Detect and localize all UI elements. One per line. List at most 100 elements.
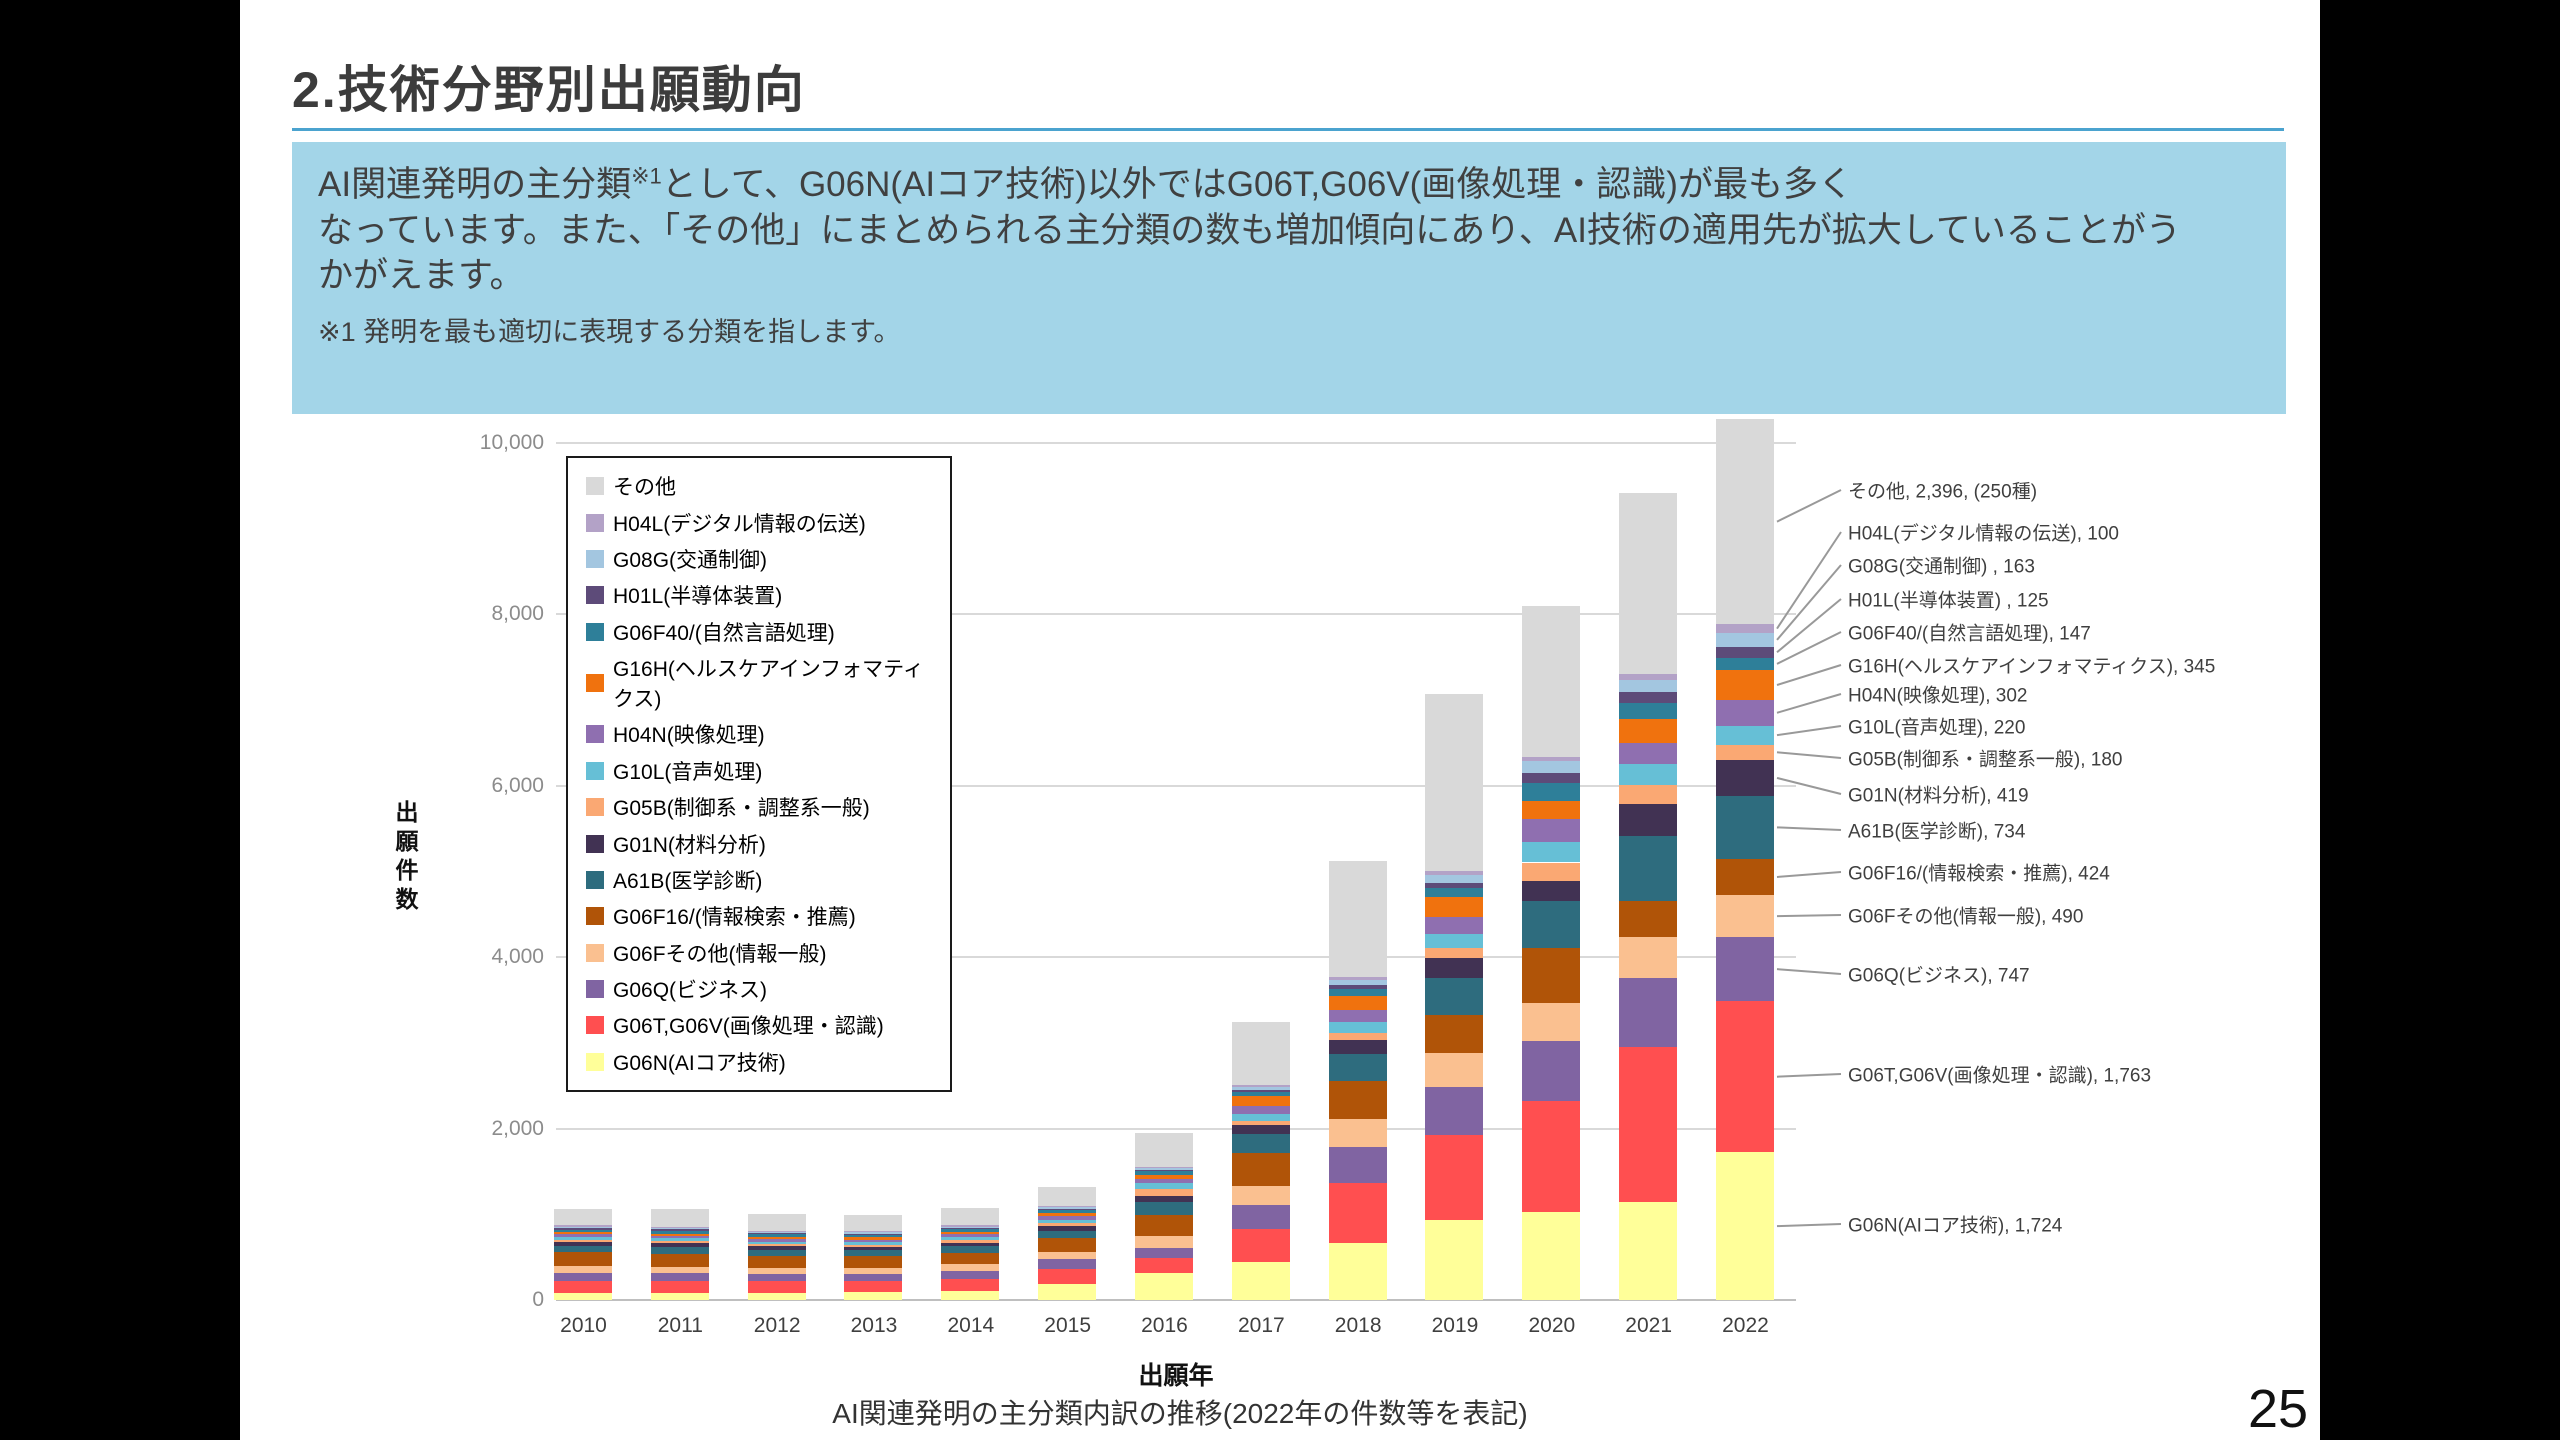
- bar-segment: [1619, 977, 1678, 1048]
- bar-segment: [1231, 1120, 1290, 1125]
- bar-segment: [1134, 1179, 1193, 1183]
- bar-segment: [1619, 835, 1678, 902]
- bar-segment: [1425, 1220, 1484, 1300]
- bar-segment: [844, 1246, 903, 1251]
- bar-segment: [1231, 1021, 1290, 1086]
- bar-segment: [554, 1232, 612, 1235]
- page-number: 25: [2248, 1379, 2309, 1439]
- data-label-2022: G06Fその他(情報一般), 490: [1848, 906, 2084, 928]
- y-tick-label: 4,000: [491, 945, 544, 969]
- y-tick-label: 2,000: [491, 1116, 544, 1140]
- bar-segment: [1522, 756, 1581, 762]
- legend-item: H01L(半導体装置): [586, 580, 944, 610]
- bar-segment: [1328, 1022, 1387, 1033]
- leader-line: [1776, 871, 1842, 878]
- bar-segment: [941, 1246, 1000, 1253]
- data-label-2022: G10L(音声処理), 220: [1848, 717, 2026, 739]
- bar-segment: [844, 1233, 903, 1235]
- bar-segment: [1522, 800, 1581, 819]
- legend-item: G06Fその他(情報一般): [586, 938, 944, 968]
- legend-item: G06F16/(情報検索・推薦): [586, 901, 944, 931]
- legend-item: G10L(音声処理): [586, 756, 944, 786]
- bar-segment: [650, 1266, 709, 1274]
- bar-segment: [941, 1207, 1000, 1226]
- bar-segment: [1038, 1251, 1097, 1260]
- bar-segment: [1038, 1284, 1097, 1300]
- bar-segment: [1038, 1219, 1097, 1224]
- bar-segment: [650, 1247, 709, 1254]
- leader-line: [1776, 914, 1842, 918]
- y-axis-title: 出願件数: [392, 800, 418, 916]
- bar-segment: [650, 1273, 709, 1281]
- bar-segment: [554, 1208, 612, 1226]
- bar-segment: [1134, 1168, 1193, 1171]
- data-label-2022: G06Q(ビジネス), 747: [1848, 965, 2030, 987]
- bar-segment: [1715, 624, 1774, 633]
- bar-segment: [650, 1226, 709, 1228]
- bar-segment: [1522, 783, 1581, 801]
- bar-segment: [554, 1225, 612, 1227]
- bar-segment: [1038, 1231, 1097, 1239]
- bar-segment: [1134, 1175, 1193, 1180]
- legend-swatch: [586, 674, 604, 693]
- bar-segment: [1425, 887, 1484, 898]
- y-tick-label: 6,000: [491, 773, 544, 797]
- gridline: [556, 956, 1796, 959]
- bar-segment: [1328, 1242, 1387, 1300]
- bar-segment: [1522, 862, 1581, 882]
- bar-segment: [1328, 980, 1387, 986]
- leader-line: [1776, 489, 1842, 523]
- bar-segment: [844, 1267, 903, 1275]
- bar-segment: [554, 1226, 612, 1228]
- leader-line: [1776, 725, 1842, 737]
- bar-segment: [1522, 947, 1581, 1004]
- bar-segment: [747, 1281, 806, 1293]
- bar-segment: [844, 1256, 903, 1268]
- bar-segment: [1522, 881, 1581, 902]
- bar-segment: [1425, 958, 1484, 978]
- bar-segment: [1328, 1040, 1387, 1055]
- data-label-2022: G05B(制御系・調整系一般), 180: [1848, 749, 2123, 771]
- x-tick-label: 2017: [1237, 1314, 1285, 1337]
- bar-segment: [941, 1271, 1000, 1279]
- bar-segment: [650, 1233, 709, 1236]
- bar-segment: [1715, 1001, 1774, 1153]
- bar-segment: [1425, 897, 1484, 917]
- bar-segment: [747, 1214, 806, 1231]
- data-label-2022: G01N(材料分析), 419: [1848, 785, 2029, 807]
- x-tick-label: 2020: [1528, 1314, 1576, 1337]
- leader-line: [1776, 968, 1842, 975]
- bar-segment: [1328, 861, 1387, 978]
- bar-segment: [554, 1246, 612, 1253]
- y-tick-label: 10,000: [479, 431, 544, 454]
- bar-segment: [1522, 818, 1581, 842]
- bar-segment: [1619, 785, 1678, 804]
- bar-segment: [844, 1239, 903, 1243]
- legend-label: G06T,G06V(画像処理・認識): [613, 1015, 884, 1039]
- legend-label: G05B(制御系・調整系一般): [613, 797, 870, 821]
- bar-segment: [650, 1235, 709, 1239]
- bar-segment: [650, 1231, 709, 1234]
- data-label-2022: G06N(AIコア技術), 1,724: [1848, 1215, 2063, 1237]
- leader-line: [1776, 564, 1842, 641]
- bar-segment: [1038, 1226, 1097, 1231]
- bar-segment: [650, 1292, 709, 1300]
- bar-segment: [554, 1237, 612, 1240]
- bar-segment: [1619, 492, 1678, 674]
- x-tick-label: 2021: [1625, 1314, 1673, 1337]
- bar-segment: [1715, 657, 1774, 671]
- bar-segment: [941, 1242, 1000, 1247]
- legend-swatch: [586, 586, 604, 605]
- callout-footnote: ※1 発明を最も適切に表現する分類を指します。: [318, 316, 901, 347]
- bar-segment: [1038, 1216, 1097, 1220]
- bar-segment: [941, 1228, 1000, 1230]
- bar-segment: [747, 1237, 806, 1240]
- bar-segment: [1425, 1135, 1484, 1221]
- bar-segment: [941, 1278, 1000, 1291]
- bar-segment: [1619, 719, 1678, 744]
- bar-segment: [1231, 1105, 1290, 1115]
- bar-segment: [1619, 702, 1678, 720]
- bar-segment: [1231, 1096, 1290, 1106]
- legend-swatch: [586, 907, 604, 926]
- legend-label: H04N(映像処理): [613, 724, 765, 748]
